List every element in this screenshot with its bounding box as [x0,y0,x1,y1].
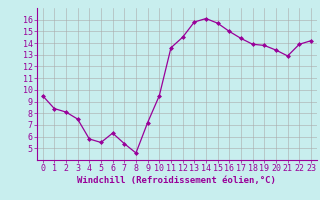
X-axis label: Windchill (Refroidissement éolien,°C): Windchill (Refroidissement éolien,°C) [77,176,276,185]
